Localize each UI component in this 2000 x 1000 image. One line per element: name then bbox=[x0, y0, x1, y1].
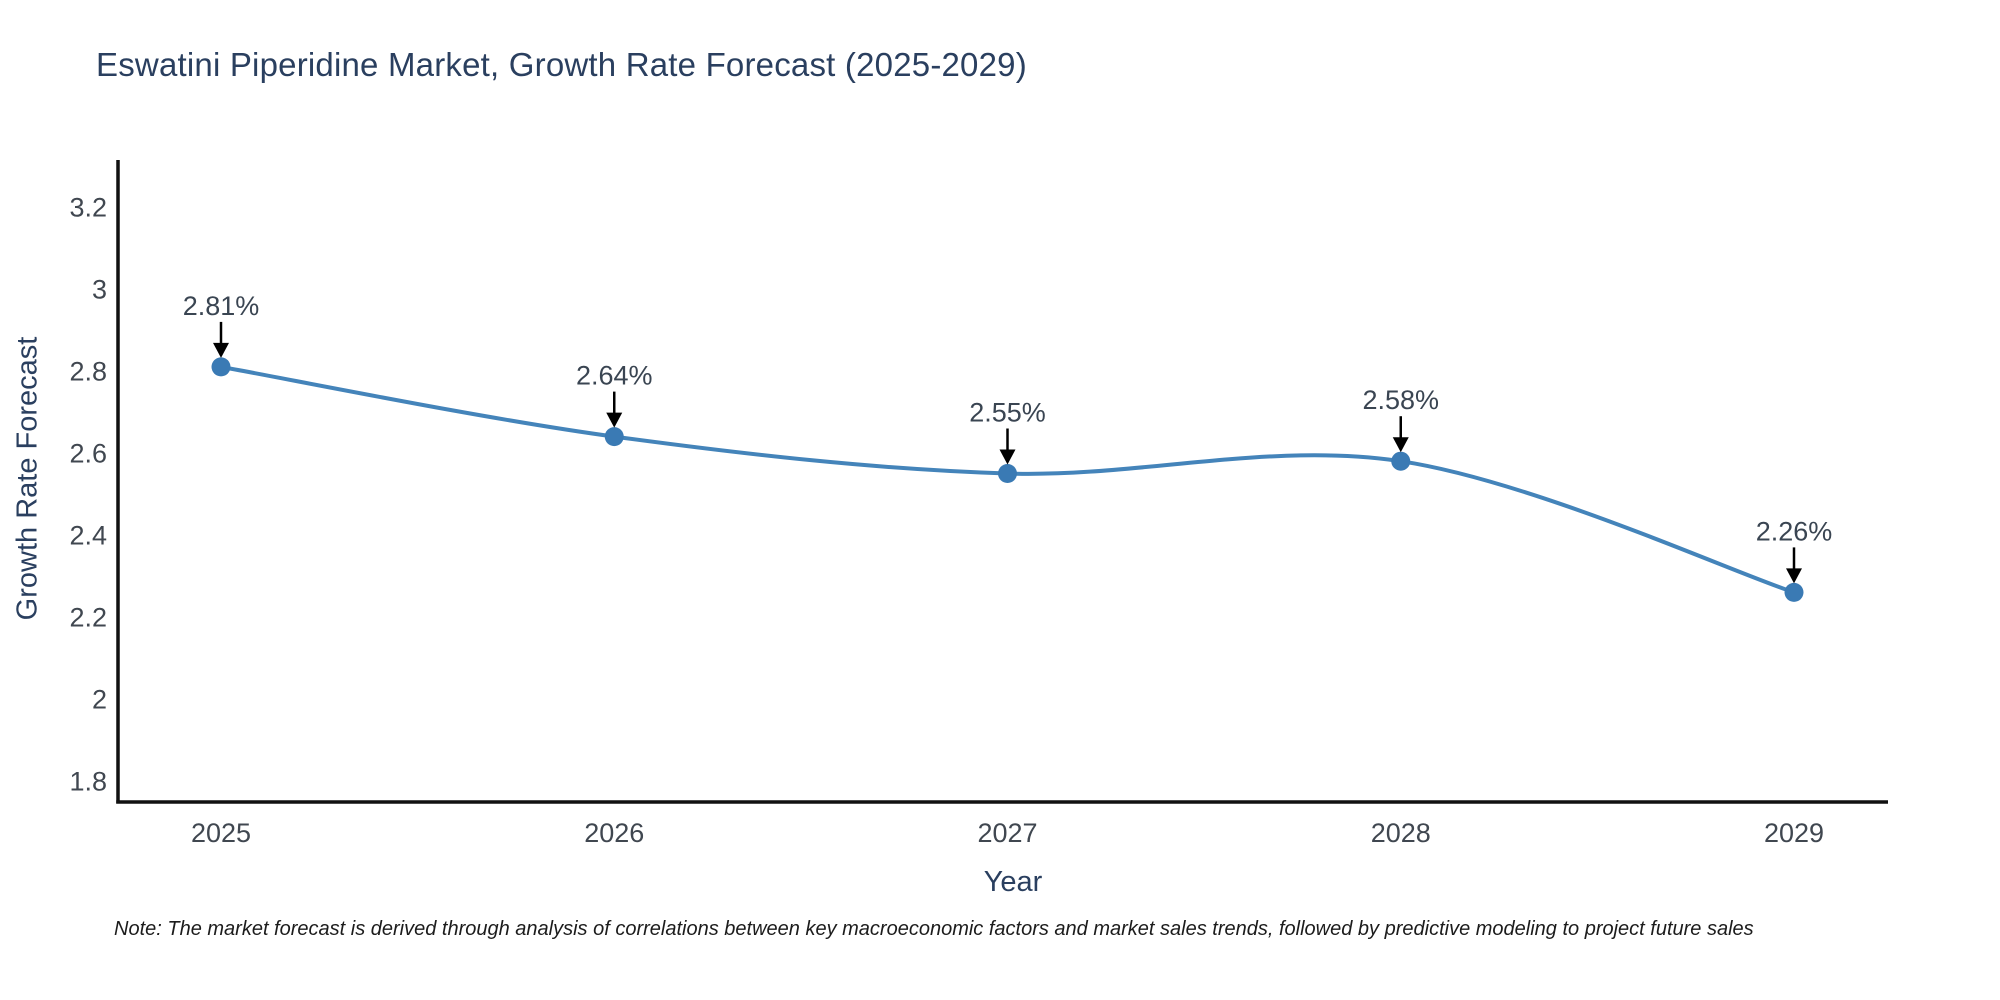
data-point-marker bbox=[604, 427, 624, 447]
y-tick-label: 2.8 bbox=[69, 357, 107, 387]
data-point-marker bbox=[211, 357, 231, 377]
data-point-label: 2.58% bbox=[1362, 385, 1439, 415]
y-tick-label: 1.8 bbox=[69, 767, 107, 797]
data-point-marker bbox=[1784, 582, 1804, 602]
y-tick-label: 3.2 bbox=[69, 193, 107, 223]
x-tick-label: 2025 bbox=[191, 818, 251, 848]
data-point-marker bbox=[998, 464, 1017, 483]
x-tick-label: 2029 bbox=[1764, 818, 1824, 848]
x-axis-title: Year bbox=[983, 866, 1043, 898]
annotation-arrowhead bbox=[1392, 437, 1409, 453]
data-point-label: 2.64% bbox=[576, 361, 653, 391]
annotation-arrowhead bbox=[213, 342, 229, 358]
annotation-arrowhead bbox=[606, 412, 623, 428]
data-point-label: 2.81% bbox=[183, 291, 260, 321]
annotation-arrowhead bbox=[1786, 568, 1802, 584]
annotation-arrowhead bbox=[999, 449, 1016, 465]
y-tick-label: 3 bbox=[92, 275, 107, 305]
y-tick-label: 2.2 bbox=[69, 603, 107, 633]
y-tick-label: 2.6 bbox=[69, 439, 107, 469]
footnote: Note: The market forecast is derived thr… bbox=[114, 918, 1754, 940]
data-point-label: 2.55% bbox=[969, 398, 1046, 428]
y-tick-label: 2.4 bbox=[69, 521, 107, 551]
y-tick-label: 2 bbox=[92, 685, 107, 715]
x-tick-label: 2026 bbox=[584, 818, 644, 848]
data-point-label: 2.26% bbox=[1756, 516, 1833, 546]
x-tick-label: 2028 bbox=[1371, 818, 1431, 848]
chart-title: Eswatini Piperidine Market, Growth Rate … bbox=[96, 46, 1027, 83]
data-point-marker bbox=[1391, 451, 1411, 471]
x-tick-label: 2027 bbox=[977, 818, 1037, 848]
